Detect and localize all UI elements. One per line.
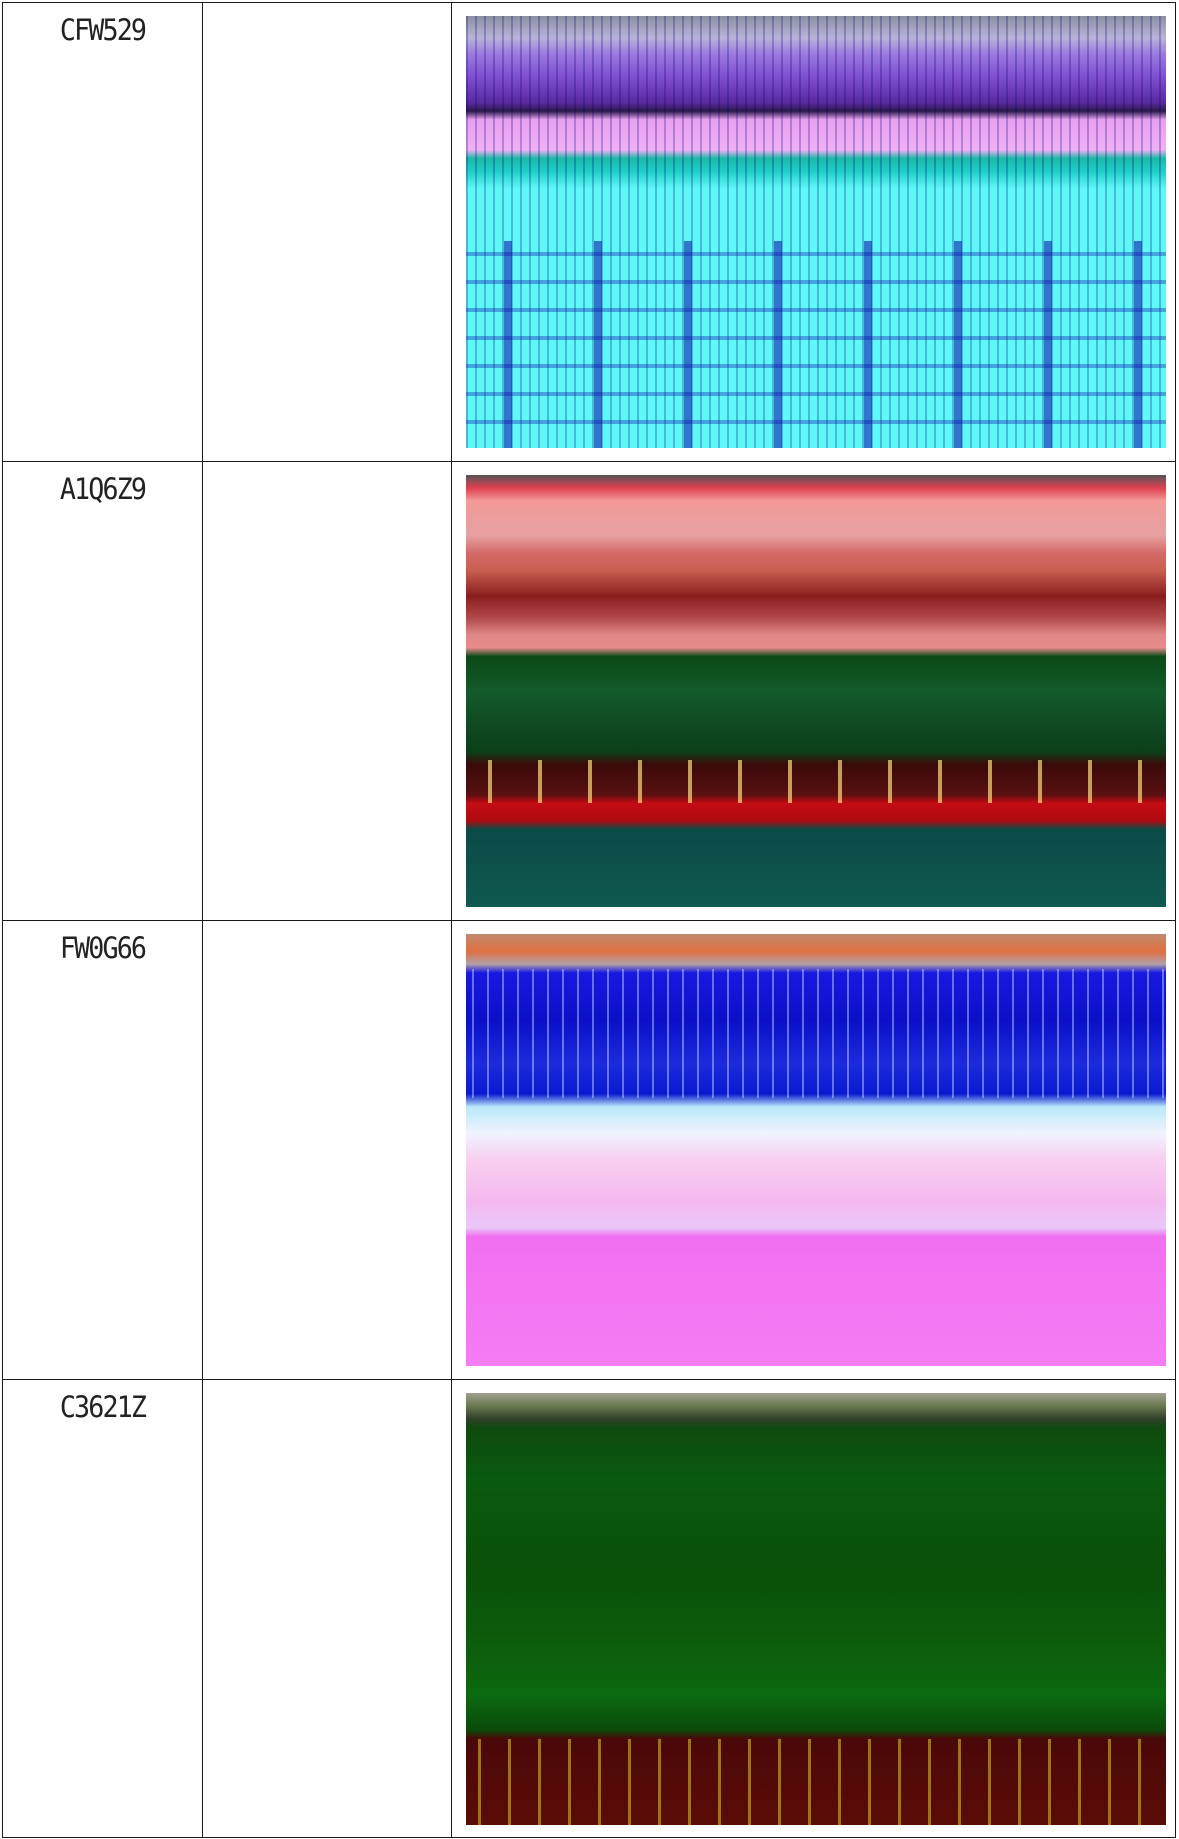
table-row: C3621Z bbox=[2, 1379, 1176, 1838]
vehicle-photo bbox=[466, 1393, 1166, 1825]
vehicle-photo bbox=[466, 475, 1166, 907]
table-row: FW0G66 bbox=[2, 920, 1176, 1380]
plate-cell: CFW529 bbox=[2, 2, 203, 462]
plate-cell: A1Q6Z9 bbox=[2, 461, 203, 921]
blank-cell bbox=[202, 2, 452, 462]
blank-cell bbox=[202, 920, 452, 1380]
blank-cell bbox=[202, 1379, 452, 1838]
photo-cell bbox=[451, 1379, 1176, 1838]
table-row: CFW529 bbox=[2, 2, 1176, 462]
blank-cell bbox=[202, 461, 452, 921]
table-row: A1Q6Z9 bbox=[2, 461, 1176, 921]
plate-number: C3621Z bbox=[59, 1390, 147, 1424]
plate-number: FW0G66 bbox=[59, 931, 147, 965]
plate-cell: FW0G66 bbox=[2, 920, 203, 1380]
plate-number: A1Q6Z9 bbox=[59, 472, 147, 506]
vehicle-photo bbox=[466, 16, 1166, 448]
photo-cell bbox=[451, 2, 1176, 462]
photo-cell bbox=[451, 920, 1176, 1380]
photo-cell bbox=[451, 461, 1176, 921]
plate-number: CFW529 bbox=[59, 13, 147, 47]
plate-cell: C3621Z bbox=[2, 1379, 203, 1838]
vehicle-photo bbox=[466, 934, 1166, 1366]
